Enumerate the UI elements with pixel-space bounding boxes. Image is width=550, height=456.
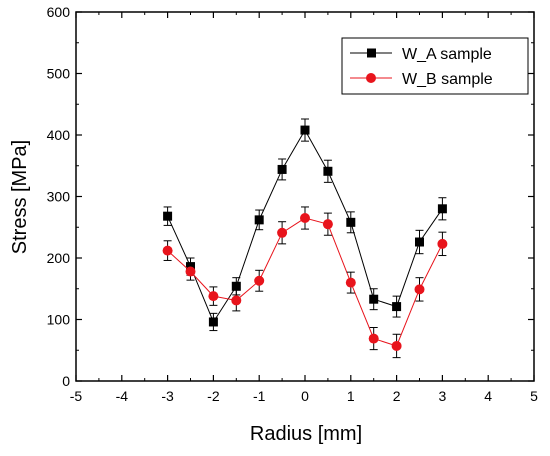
y-tick-label: 200 (47, 250, 71, 266)
legend-marker (366, 73, 376, 83)
y-tick-label: 300 (47, 189, 71, 205)
y-tick-label: 400 (47, 127, 71, 143)
data-point (231, 281, 241, 291)
y-tick-label: 0 (62, 373, 70, 389)
x-tick-label: 3 (439, 388, 447, 404)
data-point (185, 266, 196, 277)
data-point (300, 125, 310, 135)
x-tick-label: 1 (347, 388, 355, 404)
data-point (323, 166, 333, 176)
x-tick-label: 4 (484, 388, 492, 404)
x-tick-label: -2 (207, 388, 220, 404)
x-tick-label: 2 (393, 388, 401, 404)
series-2 (162, 206, 448, 359)
data-point (369, 294, 379, 304)
data-point (414, 284, 425, 295)
x-tick-label: 0 (301, 388, 309, 404)
y-axis-title: Stress [MPa] (9, 140, 31, 254)
legend-item-1: W_A sample (350, 46, 492, 63)
data-point (346, 217, 356, 227)
data-point (391, 340, 402, 351)
axes-layer: -5 -4 -3 -2 -1 0 1 2 3 4 5 0 100 200 300 400 500 600 (47, 4, 538, 404)
legend: W_A sample W_B sample (341, 37, 529, 95)
data-point (300, 213, 310, 224)
series-line (167, 217, 443, 347)
data-point (162, 245, 173, 256)
x-axis-title: Radius [mm] (250, 423, 362, 445)
legend-label: W_A sample (402, 46, 492, 63)
legend-box (341, 37, 529, 95)
x-tick-label: -1 (253, 388, 266, 404)
data-point (322, 219, 333, 230)
x-tick-label: 5 (530, 388, 538, 404)
data-point (368, 333, 379, 344)
y-tick-label: 100 (47, 312, 71, 328)
data-point (254, 275, 265, 286)
x-tick-label: -3 (161, 388, 174, 404)
data-point (163, 211, 173, 221)
x-tick-label: -5 (70, 388, 83, 404)
data-point (277, 227, 288, 238)
data-point (208, 291, 219, 302)
data-point (254, 215, 264, 225)
x-tick-label: -4 (116, 388, 129, 404)
y-tick-label: 500 (47, 66, 71, 82)
data-point (437, 238, 448, 249)
legend-item-2: W_B sample (350, 71, 493, 88)
data-point (231, 295, 242, 306)
data-point (208, 317, 218, 327)
data-point (277, 164, 287, 174)
data-point (392, 302, 402, 312)
legend-label: W_B sample (402, 71, 493, 88)
data-point (415, 237, 424, 247)
data-point (437, 204, 447, 214)
y-tick-label: 600 (47, 4, 71, 20)
legend-marker (367, 48, 376, 58)
data-point (345, 277, 356, 288)
data-layer (162, 118, 448, 359)
